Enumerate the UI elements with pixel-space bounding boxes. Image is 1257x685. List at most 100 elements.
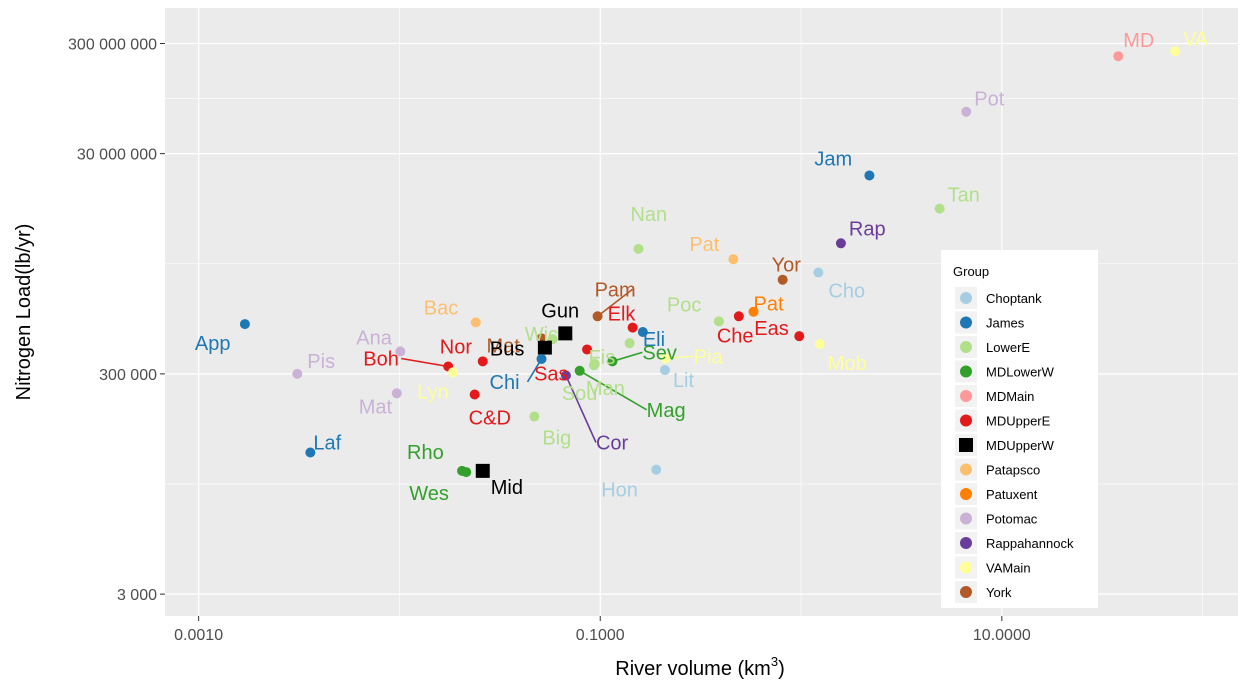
data-point-label: Nor bbox=[440, 336, 473, 358]
label-leader-line bbox=[565, 375, 597, 443]
data-point-label: Rap bbox=[849, 218, 886, 240]
legend-label: James bbox=[986, 316, 1025, 331]
x-tick-label: 0.1000 bbox=[576, 627, 625, 644]
legend-symbol bbox=[959, 438, 973, 452]
data-point-label: Fis bbox=[589, 347, 616, 369]
data-point bbox=[748, 306, 759, 317]
data-point bbox=[777, 274, 788, 285]
data-point-label: Cor bbox=[596, 433, 629, 455]
data-point bbox=[475, 463, 490, 478]
data-point bbox=[637, 327, 648, 338]
data-point bbox=[864, 170, 875, 181]
y-tick-label: 3 000 bbox=[117, 587, 157, 604]
x-axis-title: River volume (km3) bbox=[615, 654, 784, 680]
legend-label: Patapsco bbox=[986, 463, 1040, 478]
data-point-label: Ana bbox=[356, 327, 392, 349]
data-point bbox=[813, 267, 824, 278]
data-point-label: Poc bbox=[667, 294, 701, 316]
legend-symbol bbox=[960, 292, 972, 304]
label-connectors bbox=[401, 288, 694, 443]
data-point-label: Che bbox=[717, 325, 754, 347]
data-point bbox=[728, 254, 739, 265]
data-point bbox=[448, 367, 459, 378]
data-points bbox=[239, 46, 1181, 478]
data-point-label: Hon bbox=[601, 480, 638, 502]
data-point bbox=[1170, 46, 1181, 57]
data-point bbox=[713, 316, 724, 327]
legend-label: MDMain bbox=[986, 389, 1034, 404]
legend-label: MDUpperE bbox=[986, 414, 1051, 429]
data-point bbox=[733, 311, 744, 322]
data-point bbox=[292, 368, 303, 379]
data-point bbox=[651, 464, 662, 475]
data-point bbox=[477, 356, 488, 367]
legend-label: Rappahannock bbox=[986, 536, 1074, 551]
data-point-label: Wes bbox=[409, 483, 449, 505]
legend-label: MDUpperW bbox=[986, 438, 1055, 453]
y-tick-label: 300 000 000 bbox=[68, 36, 157, 53]
data-point bbox=[633, 243, 644, 254]
data-point-label: Mat bbox=[359, 396, 393, 418]
data-point-label: Tan bbox=[948, 185, 980, 207]
data-point-label: Boh bbox=[363, 349, 399, 371]
data-point bbox=[461, 467, 472, 478]
legend-symbol bbox=[960, 537, 972, 549]
data-point-label: Pat bbox=[689, 234, 719, 256]
legend-symbol bbox=[960, 561, 972, 574]
data-point-label: Mag bbox=[647, 400, 686, 422]
data-point bbox=[835, 238, 846, 249]
minor-gridlines bbox=[165, 8, 1238, 616]
data-point-label: Nan bbox=[630, 204, 667, 226]
data-point-label: Gun bbox=[541, 300, 579, 322]
data-point-label: Wic bbox=[525, 324, 558, 346]
data-point-label: Pia bbox=[694, 346, 724, 368]
data-point-label: Pat bbox=[754, 294, 784, 316]
data-point bbox=[574, 365, 585, 376]
legend-label: Potomac bbox=[986, 512, 1038, 527]
legend-symbol bbox=[960, 390, 972, 402]
legend-label: VAMain bbox=[986, 561, 1031, 576]
data-point-label: Eli bbox=[643, 329, 665, 351]
data-point-label: App bbox=[195, 333, 231, 355]
legend-symbol bbox=[960, 488, 972, 500]
data-point bbox=[592, 311, 603, 322]
data-point-label: Lyn bbox=[417, 381, 449, 403]
data-point-label: Elk bbox=[608, 304, 637, 326]
data-point-label: Cho bbox=[828, 280, 865, 302]
data-point-label: Pis bbox=[307, 351, 335, 373]
data-point-label: Mid bbox=[491, 477, 523, 499]
data-point-label: Bus bbox=[490, 339, 524, 361]
legend-label: Choptank bbox=[986, 291, 1042, 306]
data-point bbox=[560, 370, 571, 381]
x-tick-label: 0.0010 bbox=[174, 627, 223, 644]
y-tick-label: 300 000 bbox=[99, 367, 157, 384]
data-point bbox=[659, 365, 670, 376]
legend-title: Group bbox=[953, 264, 989, 279]
data-point bbox=[794, 331, 805, 342]
legend-label: Patuxent bbox=[986, 487, 1038, 502]
legend-symbol bbox=[960, 365, 972, 378]
data-point-label: Sas bbox=[534, 363, 568, 385]
y-axis-ticks: 3 000 300 000 30 000 000 300 000 000 bbox=[68, 36, 165, 604]
data-point-label: Sou bbox=[562, 383, 598, 405]
data-point-label: Pam bbox=[595, 279, 636, 301]
data-point bbox=[624, 338, 635, 349]
data-point bbox=[627, 322, 638, 333]
data-point bbox=[814, 339, 825, 350]
data-point bbox=[536, 353, 547, 364]
data-point bbox=[470, 317, 481, 328]
data-point-label: Rho bbox=[407, 442, 444, 464]
data-point-label: Yor bbox=[772, 255, 802, 277]
data-point bbox=[469, 389, 480, 400]
label-leader-line bbox=[401, 357, 449, 368]
data-point bbox=[588, 360, 599, 371]
label-leader-line bbox=[612, 351, 643, 363]
data-point-label: MD bbox=[1123, 30, 1154, 52]
legend-items: Choptank James LowerE MDLowerW MDMain MDUpper… bbox=[955, 287, 1074, 603]
data-point-label: Bac bbox=[424, 297, 458, 319]
data-point bbox=[582, 344, 593, 355]
label-leader-line bbox=[579, 370, 648, 411]
data-point bbox=[391, 388, 402, 399]
data-point-label: Pot bbox=[974, 89, 1004, 111]
